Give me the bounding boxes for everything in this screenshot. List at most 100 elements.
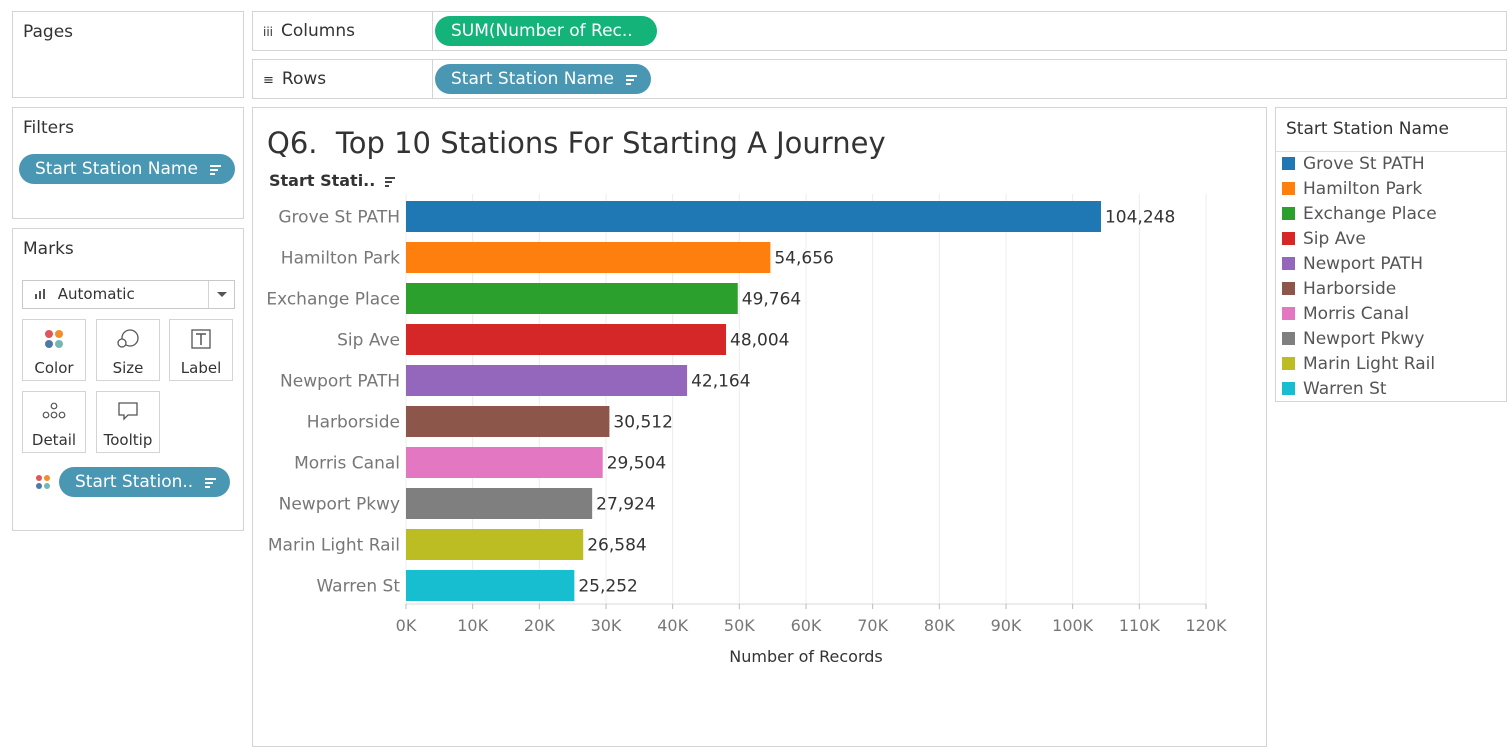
legend-label: Exchange Place xyxy=(1303,203,1437,224)
filters-title: Filters xyxy=(23,118,74,138)
bar[interactable] xyxy=(406,324,727,355)
category-label: Exchange Place xyxy=(266,290,400,310)
bar[interactable] xyxy=(406,447,603,478)
columns-pill-label: SUM(Number of Rec.. xyxy=(451,21,633,41)
legend-item[interactable]: Morris Canal xyxy=(1282,301,1409,326)
color-legend: Start Station Name Grove St PATH Hamilton… xyxy=(1275,107,1507,402)
category-label: Newport PATH xyxy=(280,372,400,392)
filters-shelf[interactable]: Filters Start Station Name xyxy=(12,107,244,219)
bar[interactable] xyxy=(406,283,738,314)
data-label: 25,252 xyxy=(578,577,637,597)
filter-pill-start-station[interactable]: Start Station Name xyxy=(19,154,235,184)
row-header[interactable]: Start Stati.. xyxy=(269,171,395,190)
legend-item[interactable]: Grove St PATH xyxy=(1282,151,1425,176)
x-tick-label: 90K xyxy=(991,616,1022,635)
bar[interactable] xyxy=(406,488,593,519)
legend-label: Newport PATH xyxy=(1303,253,1423,274)
size-button[interactable]: Size xyxy=(96,319,160,381)
x-tick-label: 20K xyxy=(524,616,555,635)
bar[interactable] xyxy=(406,406,610,437)
row-header-label: Start Stati.. xyxy=(269,171,376,190)
legend-item[interactable]: Marin Light Rail xyxy=(1282,351,1435,376)
chart-title: Q6. Top 10 Stations For Starting A Journ… xyxy=(267,126,886,160)
legend-item[interactable]: Newport Pkwy xyxy=(1282,326,1424,351)
marks-title: Marks xyxy=(23,239,74,259)
legend-swatch xyxy=(1282,282,1295,295)
chart-view: Q6. Top 10 Stations For Starting A Journ… xyxy=(252,107,1267,747)
mark-type-dropdown[interactable]: Automatic xyxy=(22,280,235,309)
bar[interactable] xyxy=(406,529,584,560)
x-tick-label: 50K xyxy=(724,616,755,635)
rows-shelf[interactable]: ≡ Rows Start Station Name xyxy=(252,59,1507,99)
x-tick-label: 110K xyxy=(1119,616,1161,635)
category-label: Newport Pkwy xyxy=(279,495,400,515)
color-pill-start-station[interactable]: Start Station.. xyxy=(59,467,231,497)
columns-shelf-label: iii Columns xyxy=(253,12,433,50)
category-label: Grove St PATH xyxy=(278,208,400,228)
category-label: Sip Ave xyxy=(337,331,400,351)
columns-shelf[interactable]: iii Columns SUM(Number of Rec.. xyxy=(252,11,1507,51)
legend-swatch xyxy=(1282,357,1295,370)
data-label: 26,584 xyxy=(587,536,646,556)
pages-title: Pages xyxy=(23,22,74,42)
data-label: 104,248 xyxy=(1105,208,1175,228)
x-tick-label: 0K xyxy=(396,616,417,635)
detail-icon xyxy=(23,400,85,422)
color-pill-label: Start Station.. xyxy=(75,472,194,492)
legend-label: Newport Pkwy xyxy=(1303,328,1425,349)
x-axis-title: Number of Records xyxy=(729,647,882,666)
rows-label-text: Rows xyxy=(281,69,327,89)
rows-shelf-label: ≡ Rows xyxy=(253,60,433,98)
x-tick-label: 100K xyxy=(1052,616,1094,635)
data-label: 42,164 xyxy=(691,372,750,392)
legend-divider xyxy=(1276,151,1506,152)
bar[interactable] xyxy=(406,365,688,396)
legend-item[interactable]: Exchange Place xyxy=(1282,201,1437,226)
legend-label: Warren St xyxy=(1303,378,1387,399)
legend-swatch xyxy=(1282,157,1295,170)
color-button[interactable]: Color xyxy=(22,319,86,381)
legend-label: Marin Light Rail xyxy=(1303,353,1436,374)
tooltip-icon xyxy=(97,400,159,422)
bar-chart[interactable]: Grove St PATH 104,248 Hamilton Park 54,656 E… xyxy=(253,108,1266,728)
tooltip-button[interactable]: Tooltip xyxy=(96,391,160,453)
legend-item[interactable]: Sip Ave xyxy=(1282,226,1366,251)
rows-icon: ≡ xyxy=(263,73,274,88)
size-label: Size xyxy=(112,359,144,377)
bar-chart-icon xyxy=(35,289,49,299)
category-label: Morris Canal xyxy=(294,454,400,474)
data-label: 29,504 xyxy=(607,454,666,474)
legend-title: Start Station Name xyxy=(1286,119,1449,139)
legend-label: Grove St PATH xyxy=(1303,153,1425,174)
legend-label: Sip Ave xyxy=(1303,228,1366,249)
category-label: Hamilton Park xyxy=(281,249,400,269)
marks-card: Marks Automatic Color Size Label Det xyxy=(12,228,244,531)
label-button[interactable]: Label xyxy=(169,319,233,381)
text-label-icon xyxy=(170,328,232,350)
bar[interactable] xyxy=(406,201,1101,232)
legend-item[interactable]: Warren St xyxy=(1282,376,1387,401)
x-tick-label: 40K xyxy=(657,616,688,635)
data-label: 27,924 xyxy=(596,495,655,515)
rows-pill[interactable]: Start Station Name xyxy=(435,64,651,94)
bar[interactable] xyxy=(406,242,771,273)
legend-label: Hamilton Park xyxy=(1303,178,1423,199)
legend-item[interactable]: Hamilton Park xyxy=(1282,176,1422,201)
legend-swatch xyxy=(1282,307,1295,320)
category-label: Marin Light Rail xyxy=(268,536,400,556)
detail-button[interactable]: Detail xyxy=(22,391,86,453)
data-label: 48,004 xyxy=(730,331,789,351)
label-label: Label xyxy=(180,359,222,377)
color-dots-icon xyxy=(35,474,51,494)
columns-pill[interactable]: SUM(Number of Rec.. xyxy=(435,16,657,46)
legend-item[interactable]: Harborside xyxy=(1282,276,1396,301)
pages-shelf[interactable]: Pages xyxy=(12,11,244,98)
sort-icon xyxy=(205,477,217,488)
legend-swatch xyxy=(1282,207,1295,220)
data-label: 30,512 xyxy=(613,413,672,433)
columns-icon: iii xyxy=(263,25,274,39)
legend-item[interactable]: Newport PATH xyxy=(1282,251,1423,276)
category-label: Harborside xyxy=(307,413,400,433)
x-tick-label: 30K xyxy=(591,616,622,635)
bar[interactable] xyxy=(406,570,575,601)
